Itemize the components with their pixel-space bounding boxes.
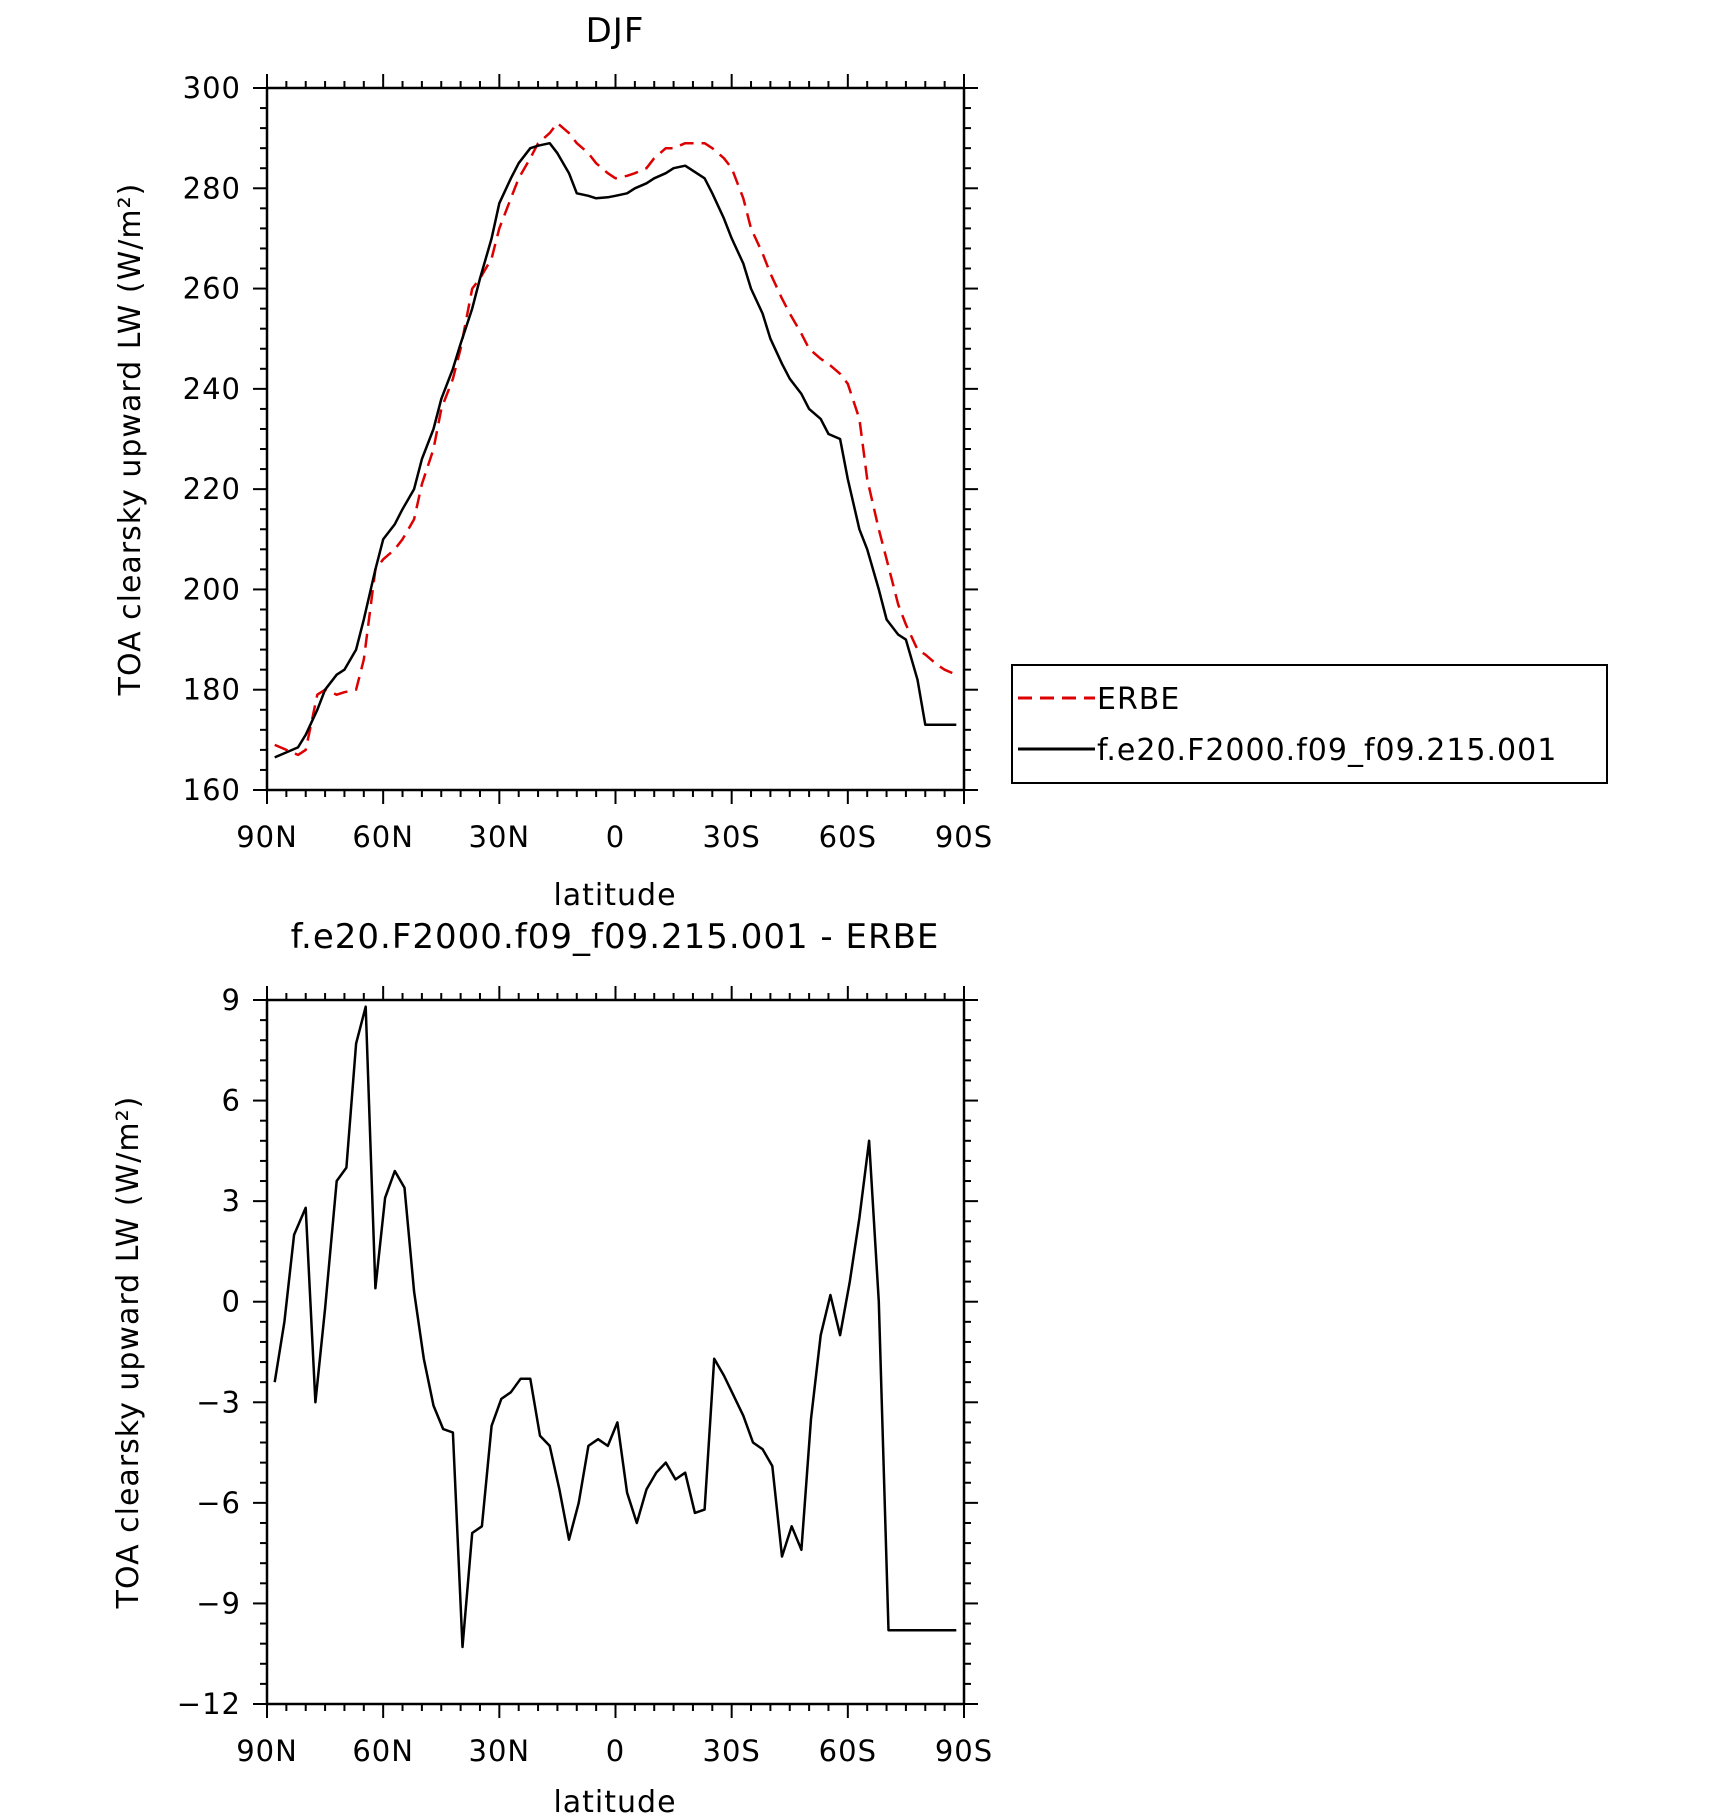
x-tick-label: 90S [935, 1734, 993, 1768]
tick-labels: 90N 60N 30N 0 30S 60S 90S −12 −9 −6 −3 0 3 6 9 [177, 983, 993, 1768]
tick-labels: 90N 60N 30N 0 30S 60S 90S 160 180 200 220 240 260 280… [183, 71, 993, 854]
x-tick-label: 30S [703, 820, 761, 854]
series-layer [273, 1005, 957, 1649]
x-tick-label: 30N [469, 1734, 531, 1768]
x-tick-label: 30S [703, 1734, 761, 1768]
y-tick-label: 180 [183, 673, 241, 707]
y-tick-label: 6 [222, 1084, 241, 1118]
x-tick-label: 60N [352, 1734, 414, 1768]
plot-frame [265, 998, 966, 1706]
plot-frame [265, 86, 966, 792]
x-axis-label: latitude [553, 878, 676, 913]
series-layer [274, 121, 957, 759]
legend-label-model: f.e20.F2000.f09_f09.215.001 [1097, 733, 1557, 768]
y-tick-label: −12 [177, 1687, 241, 1721]
series-line [274, 141, 957, 759]
axis-ticks [253, 986, 978, 1718]
series-line [273, 1005, 957, 1649]
legend-label-erbe: ERBE [1097, 682, 1180, 717]
legend: ERBE f.e20.F2000.f09_f09.215.001 [1011, 664, 1608, 784]
x-tick-label: 90N [236, 820, 298, 854]
y-tick-label: −9 [196, 1586, 241, 1620]
chart-title: DJF [586, 11, 645, 51]
y-tick-label: 240 [183, 372, 241, 406]
y-tick-label: 280 [183, 171, 241, 205]
chart-difference: f.e20.F2000.f09_f09.215.001 - ERBE 90N 60… [111, 917, 993, 1816]
y-tick-label: 3 [222, 1184, 241, 1218]
x-tick-label: 0 [606, 1734, 625, 1768]
y-tick-label: 0 [222, 1285, 241, 1319]
x-tick-label: 90N [236, 1734, 298, 1768]
x-tick-label: 30N [469, 820, 531, 854]
x-tick-label: 60S [819, 820, 877, 854]
chart-title: f.e20.F2000.f09_f09.215.001 - ERBE [291, 917, 940, 957]
y-tick-label: 9 [222, 983, 241, 1017]
y-tick-label: −3 [196, 1385, 241, 1419]
y-axis-label: TOA clearsky upward LW (W/m²) [113, 183, 148, 697]
x-tick-label: 60S [819, 1734, 877, 1768]
y-tick-label: 200 [183, 572, 241, 606]
y-tick-label: 160 [183, 773, 241, 807]
axis-ticks [253, 74, 978, 804]
x-axis-label: latitude [553, 1785, 676, 1816]
series-line [274, 121, 957, 757]
x-tick-label: 0 [606, 820, 625, 854]
x-tick-label: 60N [352, 820, 414, 854]
y-tick-label: 220 [183, 472, 241, 506]
y-axis-label: TOA clearsky upward LW (W/m²) [111, 1096, 146, 1610]
y-tick-label: 260 [183, 272, 241, 306]
y-tick-label: 300 [183, 71, 241, 105]
x-tick-label: 90S [935, 820, 993, 854]
chart-djf: DJF 90N 60N 30N 0 30S 60S 90S 160 180 200 220 240 26… [113, 11, 1608, 913]
legend-frame [1011, 664, 1608, 784]
y-tick-label: −6 [196, 1486, 241, 1520]
